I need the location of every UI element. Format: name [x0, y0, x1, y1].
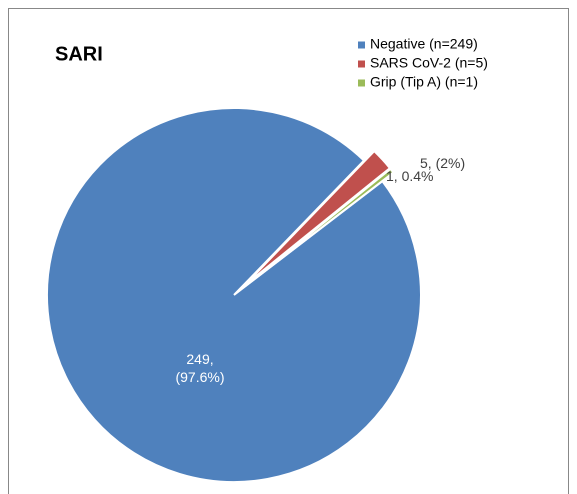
pie-slice [46, 107, 422, 483]
legend-marker [358, 41, 365, 49]
pie-slice [243, 149, 392, 287]
data-label: 1, 0.4% [386, 168, 434, 184]
chart-title: SARI [55, 43, 103, 65]
legend-label: Grip (Tip A) (n=1) [370, 74, 478, 90]
legend-marker [358, 60, 365, 68]
legend-label: Negative (n=249) [370, 36, 478, 52]
legend-marker [358, 79, 365, 87]
data-label: 5, (2%) [420, 155, 466, 171]
legend-label: SARS CoV-2 (n=5) [370, 55, 488, 71]
data-label: 249, (97.6%) [175, 351, 225, 385]
pie-slice [244, 167, 395, 288]
